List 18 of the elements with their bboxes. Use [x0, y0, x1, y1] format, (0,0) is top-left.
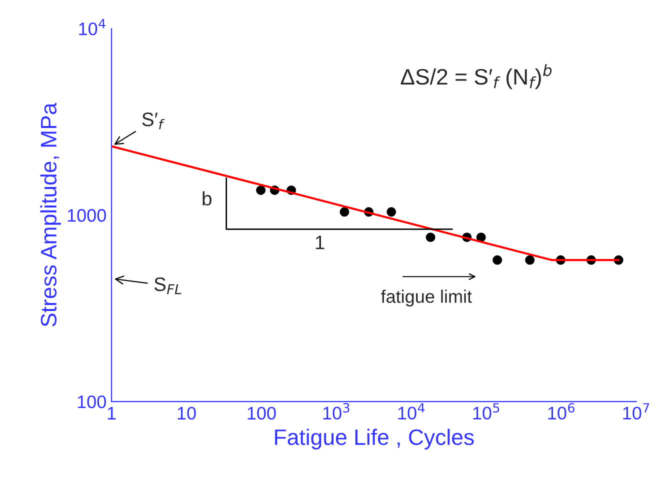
x-tick-label: 10: [178, 406, 196, 420]
y-tick-label: 1000: [68, 209, 106, 222]
annotation: 1: [316, 236, 324, 250]
annotation: fatigue limit: [381, 290, 472, 306]
y-tick-label: 10$^{4}$: [79, 18, 106, 36]
annotation: S$_{FL}$: [154, 277, 182, 294]
y-axis-title: Stress Amplitude, MPa: [40, 102, 61, 326]
annotation: S′$_{f}$: [142, 112, 165, 130]
annotation: b: [202, 191, 212, 206]
annotation: ΔS/2 = S′$_{f}$ (N$_{f}$)$^{b}$: [400, 64, 552, 90]
x-tick-label: 10$^{7}$: [623, 403, 650, 420]
x-tick-label: 10$^{6}$: [548, 403, 574, 420]
x-axis-title: Fatigue Life , Cycles: [275, 428, 474, 450]
x-tick-label: 100: [248, 406, 276, 420]
x-tick-label: 10$^{5}$: [473, 403, 500, 420]
x-tick-label: 10$^{4}$: [398, 403, 425, 420]
x-tick-label: 10$^{3}$: [323, 403, 350, 420]
x-tick-label: 1: [108, 407, 116, 420]
